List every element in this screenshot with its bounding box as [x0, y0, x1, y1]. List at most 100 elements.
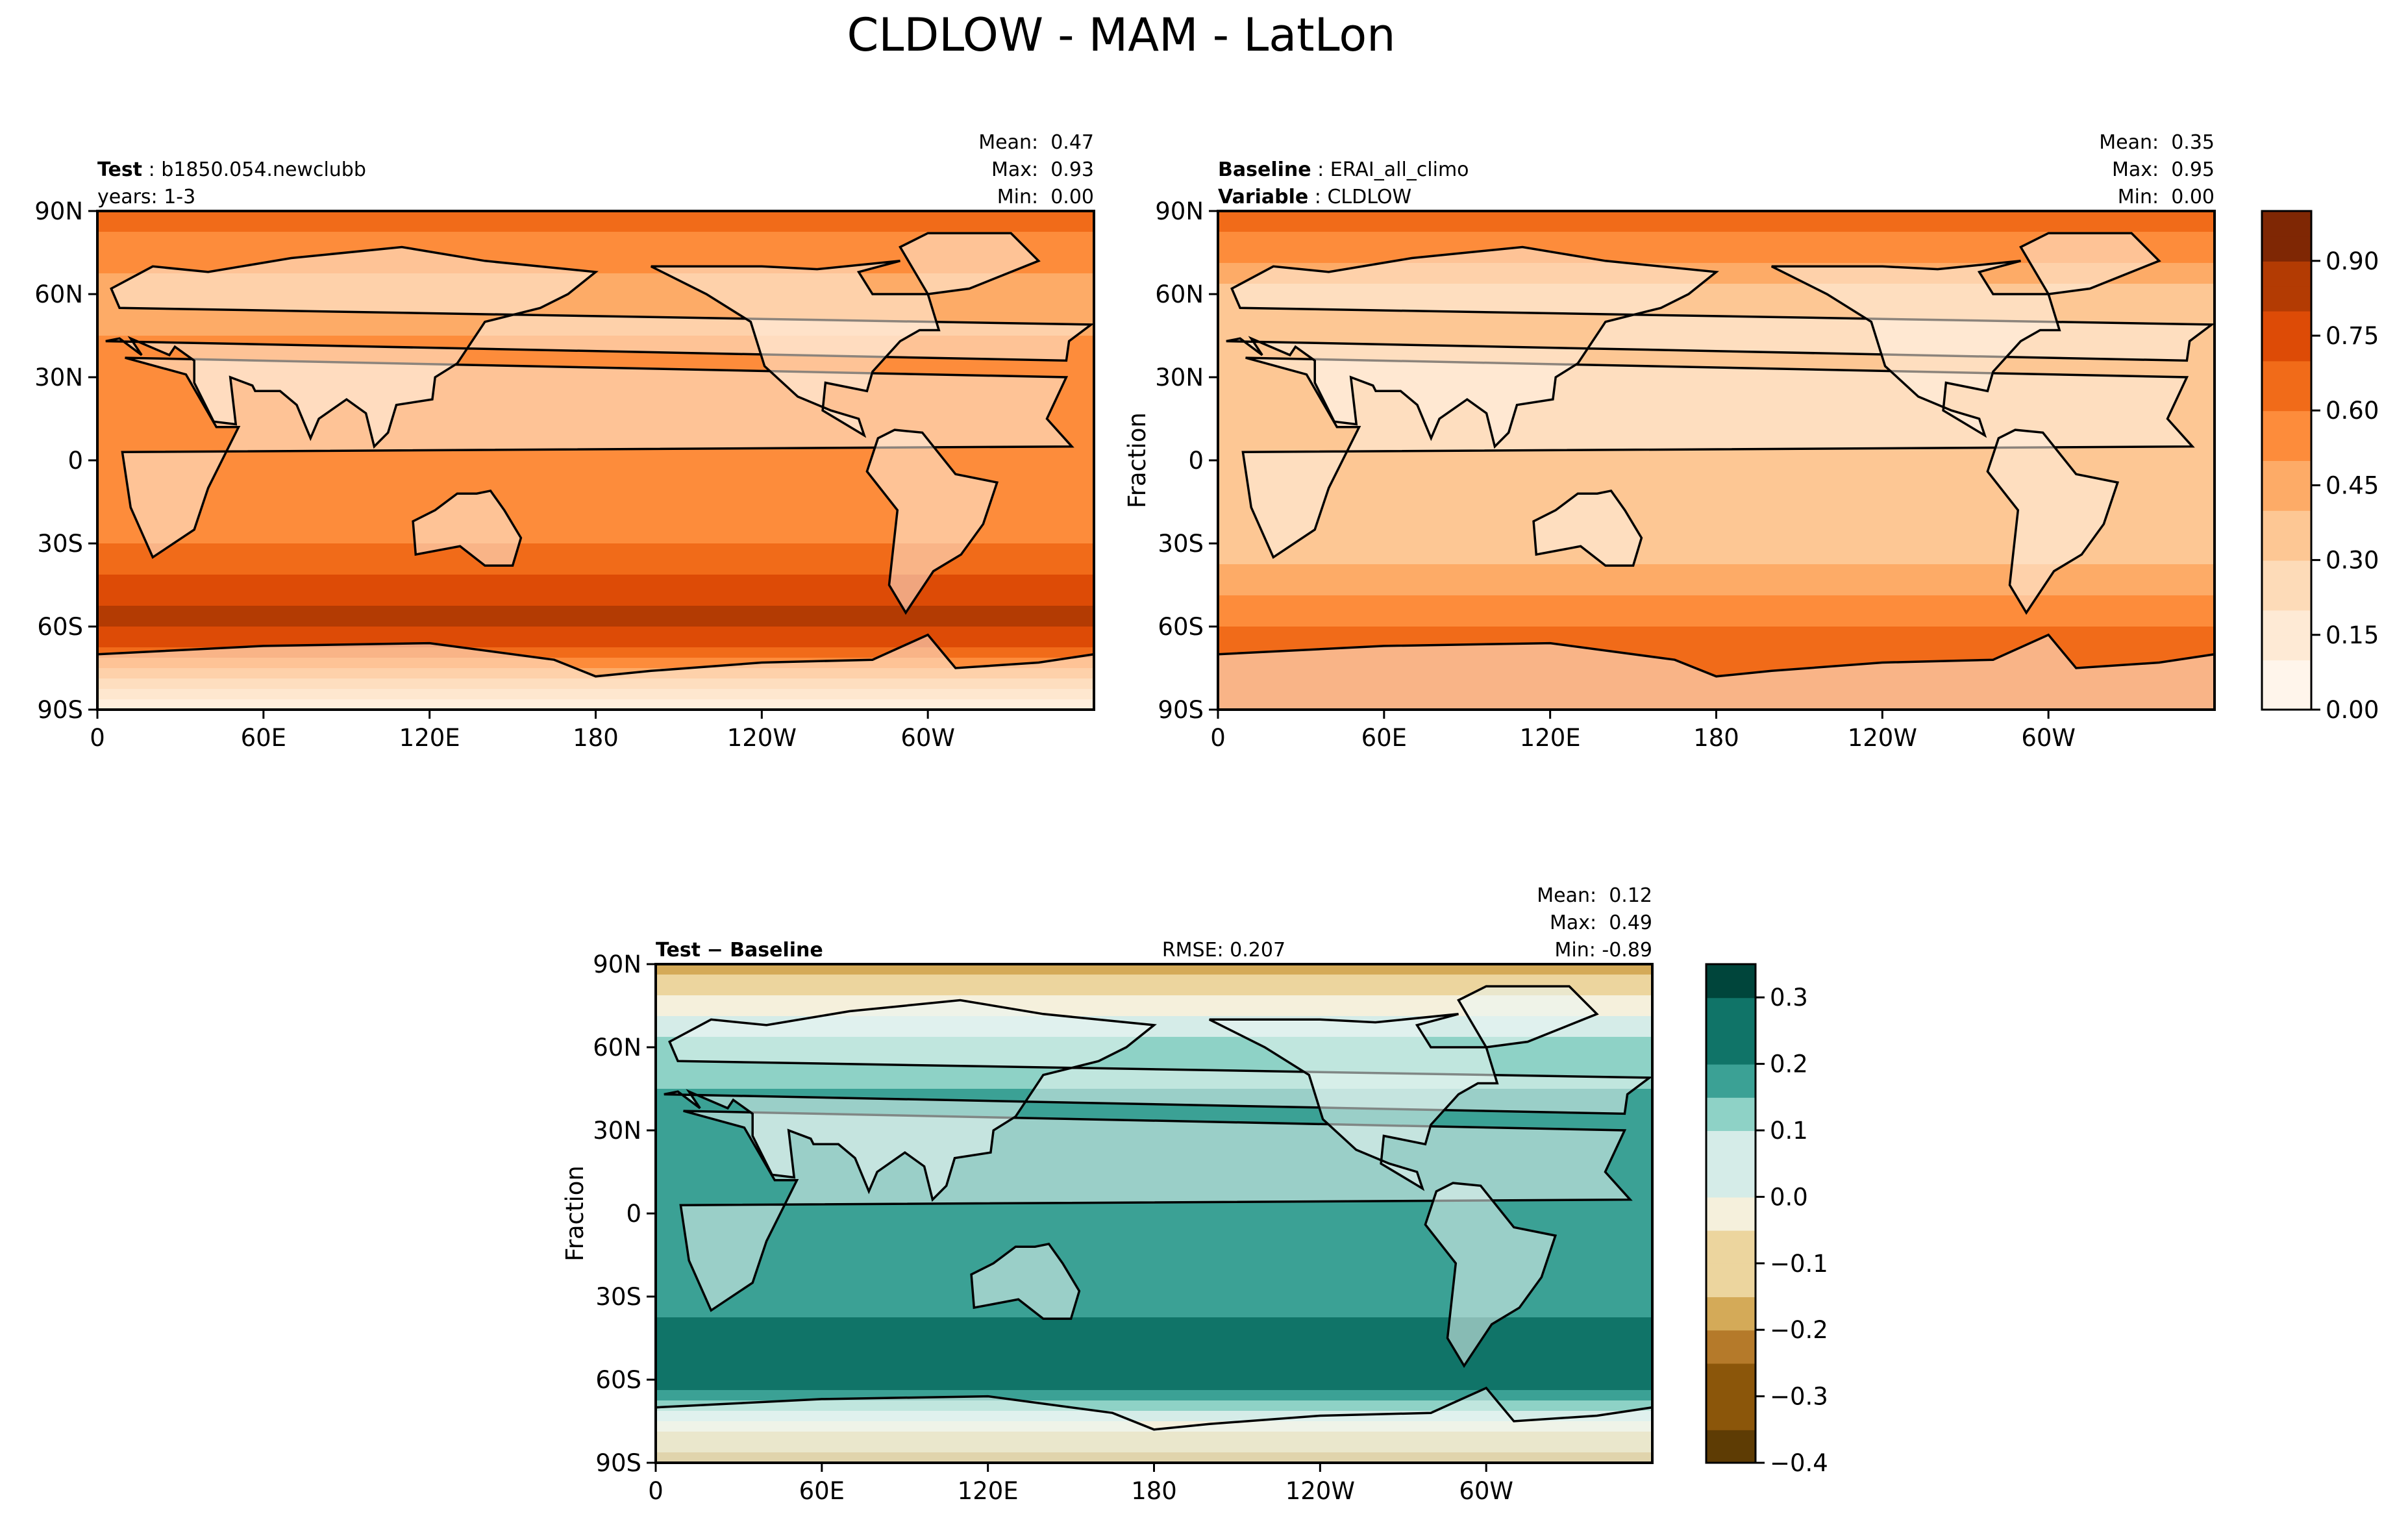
field-band: [1218, 554, 2215, 565]
colorbar-frame: [2261, 210, 2313, 711]
map-field: [1218, 211, 2215, 710]
field-band: [656, 1286, 1652, 1297]
colorbar-segment: [2262, 660, 2311, 686]
stat-mean: Mean: 0.47: [978, 131, 1094, 154]
field-band: [97, 523, 1094, 534]
field-band: [1218, 232, 2215, 243]
y-axis-label: Fraction: [561, 1165, 589, 1262]
header-key: Test: [97, 158, 142, 181]
colorbar-tick-label: 0.75: [2326, 322, 2379, 350]
y-tick-label: 60S: [595, 1366, 641, 1394]
header-value: ERAI_all_climo: [1330, 158, 1469, 181]
colorbar-segment: [2262, 610, 2311, 636]
y-tick-label: 90N: [593, 951, 641, 978]
stat-min: Min: 0.00: [2118, 186, 2215, 208]
y-tick-label: 0: [626, 1200, 641, 1228]
colorbar-tick-label: −0.2: [1770, 1316, 1828, 1344]
stat-min: Min: -0.89: [1555, 939, 1653, 962]
y-tick-label: 30S: [595, 1283, 641, 1311]
field-band: [656, 1265, 1652, 1276]
field-band: [97, 481, 1094, 492]
continent-outline: [1532, 489, 1643, 567]
colorbar-tick-label: 0.60: [2326, 397, 2379, 425]
colorbar-tick-label: 0.00: [2326, 696, 2379, 724]
colorbar-segment: [1706, 1097, 1756, 1131]
field-band: [656, 985, 1652, 996]
field-band: [1218, 242, 2215, 253]
continent-outline: [1771, 260, 2061, 438]
colorbar-segment: [1706, 964, 1756, 999]
continent-outline: [656, 1386, 1652, 1463]
colorbar-segment: [1706, 1263, 1756, 1297]
y-tick-label: 90S: [37, 696, 83, 724]
field-band: [1218, 450, 2215, 461]
colorbar-segment: [2262, 485, 2311, 511]
x-tick-label: 120E: [399, 724, 460, 752]
field-band: [656, 1328, 1652, 1339]
y-tick-label: 0: [1188, 447, 1204, 475]
field-band: [656, 1297, 1652, 1308]
colorbar-segment: [1706, 1330, 1756, 1364]
continent-outline: [865, 429, 999, 615]
colorbar-segment: [1706, 1130, 1756, 1165]
field-band: [1218, 491, 2215, 503]
field-band: [97, 450, 1094, 461]
field-band: [97, 543, 1094, 554]
x-tick-label: 0: [1210, 724, 1226, 752]
field-band: [97, 502, 1094, 513]
y-tick-label: 90S: [595, 1449, 641, 1477]
header-separator: :: [1308, 186, 1327, 208]
colorbar-segment: [1706, 1396, 1756, 1430]
field-band: [656, 1255, 1652, 1266]
stat-max: Max: 0.49: [1550, 912, 1652, 934]
field-band: [1218, 221, 2215, 232]
x-tick-label: 120E: [1520, 724, 1581, 752]
header-line: Variable : CLDLOW: [1218, 186, 1411, 208]
colorbar-tick-label: 0.30: [2326, 547, 2379, 575]
colorbar-segment: [2262, 510, 2311, 536]
x-tick-label: 0: [90, 724, 105, 752]
field-band: [1218, 523, 2215, 534]
continent-outline: [105, 245, 1094, 449]
field-band: [1218, 502, 2215, 513]
field-band: [1218, 585, 2215, 596]
header-value: b1850.054.newclubb: [161, 158, 366, 181]
header-line: years: 1-3: [97, 186, 195, 208]
field-band: [97, 554, 1094, 565]
colorbar-segment: [2262, 336, 2311, 362]
field-band: [97, 242, 1094, 253]
field-band: [656, 1213, 1652, 1224]
colorbar-segment: [2262, 634, 2311, 661]
field-band: [656, 1369, 1652, 1380]
field-band: [656, 964, 1652, 975]
diverging-colorbar: 0.3 0.2 0.1 0.0 −0.1 −0.2 −0.3 −0.4: [1705, 963, 1828, 1477]
field-band: [656, 1307, 1652, 1318]
field-band: [97, 627, 1094, 638]
figure-title: CLDLOW - MAM - LatLon: [847, 8, 1395, 62]
colorbar-segment: [2262, 585, 2311, 611]
header-key: Baseline: [1218, 158, 1311, 181]
colorbar-segment: [1706, 997, 1756, 1032]
y-tick-label: 90N: [1155, 197, 1204, 225]
colorbar-segment: [1706, 1230, 1756, 1264]
field-band: [97, 471, 1094, 482]
y-tick-label: 30N: [593, 1117, 641, 1145]
y-axis-label: Fraction: [1123, 412, 1151, 508]
header-key: Test: [656, 939, 701, 962]
colorbar-segment: [1706, 1197, 1756, 1231]
colorbar-tick-label: −0.1: [1770, 1250, 1828, 1278]
x-tick-label: 180: [573, 724, 619, 752]
colorbar-tick-label: −0.4: [1770, 1449, 1828, 1477]
colorbar-tick-label: 0.2: [1770, 1050, 1808, 1078]
colorbar-segment: [2262, 410, 2311, 436]
y-tick-label: 30N: [1155, 364, 1204, 392]
x-tick-label: 60E: [799, 1477, 845, 1505]
field-band: [656, 1245, 1652, 1256]
y-tick-label: 60N: [1155, 280, 1204, 308]
field-band: [1218, 211, 2215, 222]
field-band: [97, 211, 1094, 222]
header-value: CLDLOW: [1327, 186, 1411, 208]
colorbar-segment: [1706, 1030, 1756, 1065]
field-band: [97, 575, 1094, 586]
colorbar-segment: [2262, 236, 2311, 262]
